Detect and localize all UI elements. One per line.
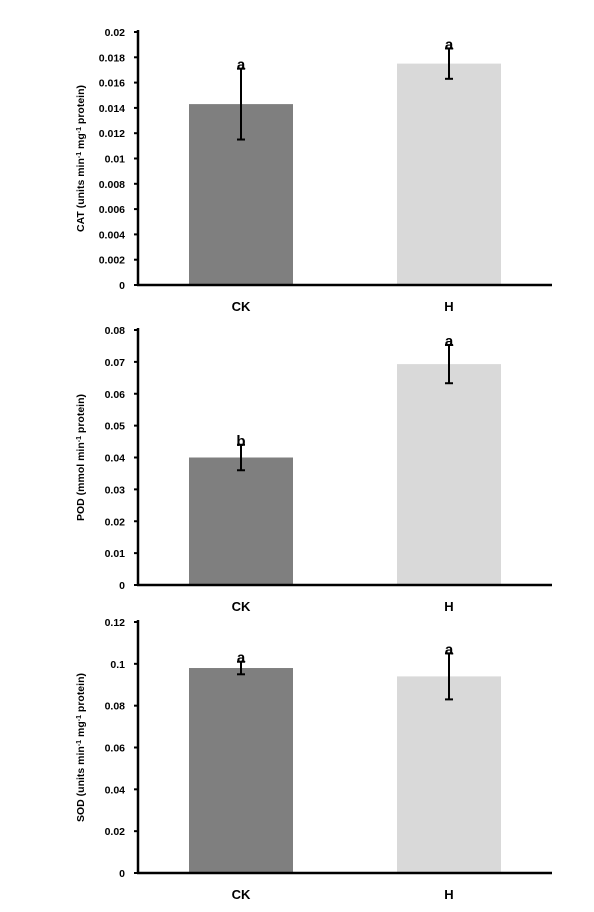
- significance-label-h: a: [445, 641, 454, 658]
- error-bar-h: [445, 343, 453, 385]
- x-category-label-ck: CK: [232, 599, 251, 614]
- y-tick-label: 0.014: [99, 103, 125, 115]
- y-tick-label: 0.1: [110, 659, 125, 671]
- y-axis-title-text: mg: [75, 721, 87, 740]
- y-tick-label: 0.04: [105, 453, 126, 465]
- chart-panel-1: a a 0 0.002 0.004 0.006 0.008 0.01 0.012 0.014 0.0…: [75, 27, 552, 314]
- y-tick-label: 0.008: [99, 179, 125, 191]
- y-tick-label: 0.02: [105, 27, 126, 39]
- y-tick-label: 0.02: [105, 826, 126, 838]
- x-category-label-h: H: [444, 887, 453, 902]
- y-axis-title-text: POD (mmol min: [75, 442, 87, 521]
- chart-panel-2: b a 0 0.01 0.02 0.03 0.04 0.05 0.06 0.07 0.08 CK H PO…: [75, 325, 552, 614]
- significance-label-ck: b: [236, 433, 245, 450]
- significance-label-h: a: [445, 333, 454, 350]
- error-bar-ck: [237, 443, 245, 472]
- y-axis-title-superscript: -1: [76, 152, 83, 158]
- y-tick-label: 0.018: [99, 52, 125, 64]
- y-tick-label: 0.03: [105, 484, 126, 496]
- bar-ck: [189, 668, 293, 873]
- y-tick-label: 0.12: [105, 617, 126, 629]
- bar-ck: [189, 457, 293, 585]
- y-tick-label: 0.08: [105, 325, 126, 337]
- bar-h: [397, 364, 501, 585]
- y-axis-title-text: SOD (units min: [75, 746, 87, 822]
- y-tick-label: 0.05: [105, 421, 126, 433]
- y-tick-label: 0.02: [105, 516, 126, 528]
- significance-label-ck: a: [237, 650, 246, 667]
- y-tick-label: 0.06: [105, 389, 126, 401]
- y-tick-label: 0.016: [99, 78, 125, 90]
- y-tick-label: 0.04: [105, 784, 126, 796]
- y-axis-title-text: protein): [75, 85, 87, 127]
- y-axis-title-superscript: -1: [76, 715, 83, 721]
- y-tick-label: 0.002: [99, 255, 125, 267]
- error-bar-ck: [237, 67, 245, 141]
- error-bar-h: [445, 652, 453, 701]
- y-axis-title: CAT (units min-1 mg-1 protein): [75, 85, 87, 232]
- chart-panel-3: a a 0 0.02 0.04 0.06 0.08 0.1 0.12 CK H SOD (units …: [75, 617, 552, 902]
- significance-label-h: a: [445, 36, 454, 53]
- y-tick-label: 0.006: [99, 204, 125, 216]
- y-tick-label: 0.06: [105, 743, 126, 755]
- y-axis-title-text: mg: [75, 133, 87, 152]
- y-tick-label: 0: [119, 280, 125, 292]
- x-category-label-ck: CK: [232, 299, 251, 314]
- y-tick-label: 0.004: [99, 229, 125, 241]
- y-tick-label: 0: [119, 868, 125, 880]
- y-tick-label: 0.012: [99, 128, 125, 140]
- y-tick-label: 0.07: [105, 357, 126, 369]
- y-axis-title-superscript: -1: [76, 436, 83, 442]
- y-axis-title-text: CAT (units min: [75, 158, 87, 232]
- y-tick-label: 0.08: [105, 701, 126, 713]
- y-tick-label: 0.01: [105, 154, 126, 166]
- x-category-label-h: H: [444, 599, 453, 614]
- bar-h: [397, 676, 501, 873]
- y-tick-label: 0.01: [105, 548, 126, 560]
- y-axis-title-text: protein): [75, 394, 87, 436]
- x-category-label-ck: CK: [232, 887, 251, 902]
- error-bar-h: [445, 47, 453, 80]
- error-bar-ck: [237, 660, 245, 676]
- y-axis-title-text: protein): [75, 673, 87, 715]
- y-axis-title-superscript: -1: [76, 740, 83, 746]
- x-category-label-h: H: [444, 299, 453, 314]
- y-tick-label: 0: [119, 580, 125, 592]
- y-axis-title-superscript: -1: [76, 127, 83, 133]
- y-axis-title: SOD (units min-1 mg-1 protein): [75, 673, 87, 822]
- significance-label-ck: a: [237, 57, 246, 74]
- y-axis-title: POD (mmol min-1 protein): [75, 394, 87, 521]
- bar-h: [397, 63, 501, 285]
